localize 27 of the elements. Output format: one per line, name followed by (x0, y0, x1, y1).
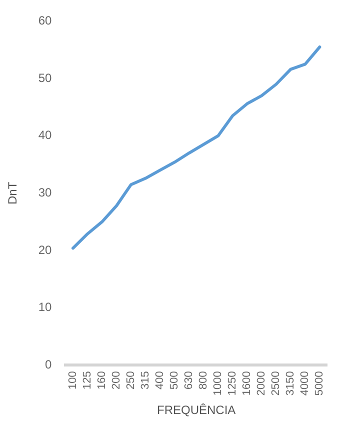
x-tick-label: 200 (110, 371, 123, 390)
x-tick-label: 2500 (270, 371, 282, 396)
x-tick-label: 1600 (241, 371, 254, 396)
x-tick-label: 630 (183, 371, 196, 390)
y-tick-label: 20 (38, 242, 52, 257)
x-tick-label: 125 (82, 371, 94, 390)
y-tick-label: 0 (45, 357, 52, 372)
x-axis-title: FREQUÊNCIA (157, 403, 236, 418)
x-tick-label: 315 (140, 371, 152, 390)
x-tick-label: 800 (198, 371, 210, 390)
x-tick-label: 100 (67, 371, 80, 390)
x-tick-label: 3150 (284, 371, 297, 396)
x-tick-label: 250 (125, 371, 138, 390)
x-tick-label: 4000 (299, 371, 312, 396)
x-tick-label: 1250 (226, 371, 239, 396)
y-tick-label: 10 (38, 300, 52, 314)
x-tick-label: 2000 (256, 371, 268, 396)
x-tick-label: 1000 (212, 371, 224, 396)
x-tick-label: 500 (168, 371, 181, 390)
y-tick-label: 50 (38, 70, 52, 85)
x-tick-label: 160 (96, 371, 108, 390)
x-tick-label: 5000 (314, 371, 326, 396)
y-tick-label: 30 (38, 185, 52, 200)
x-tick-label: 400 (154, 371, 166, 390)
y-tick-label: 40 (38, 128, 52, 142)
y-axis-title: DnT (6, 181, 20, 204)
y-tick-label: 60 (38, 14, 52, 28)
